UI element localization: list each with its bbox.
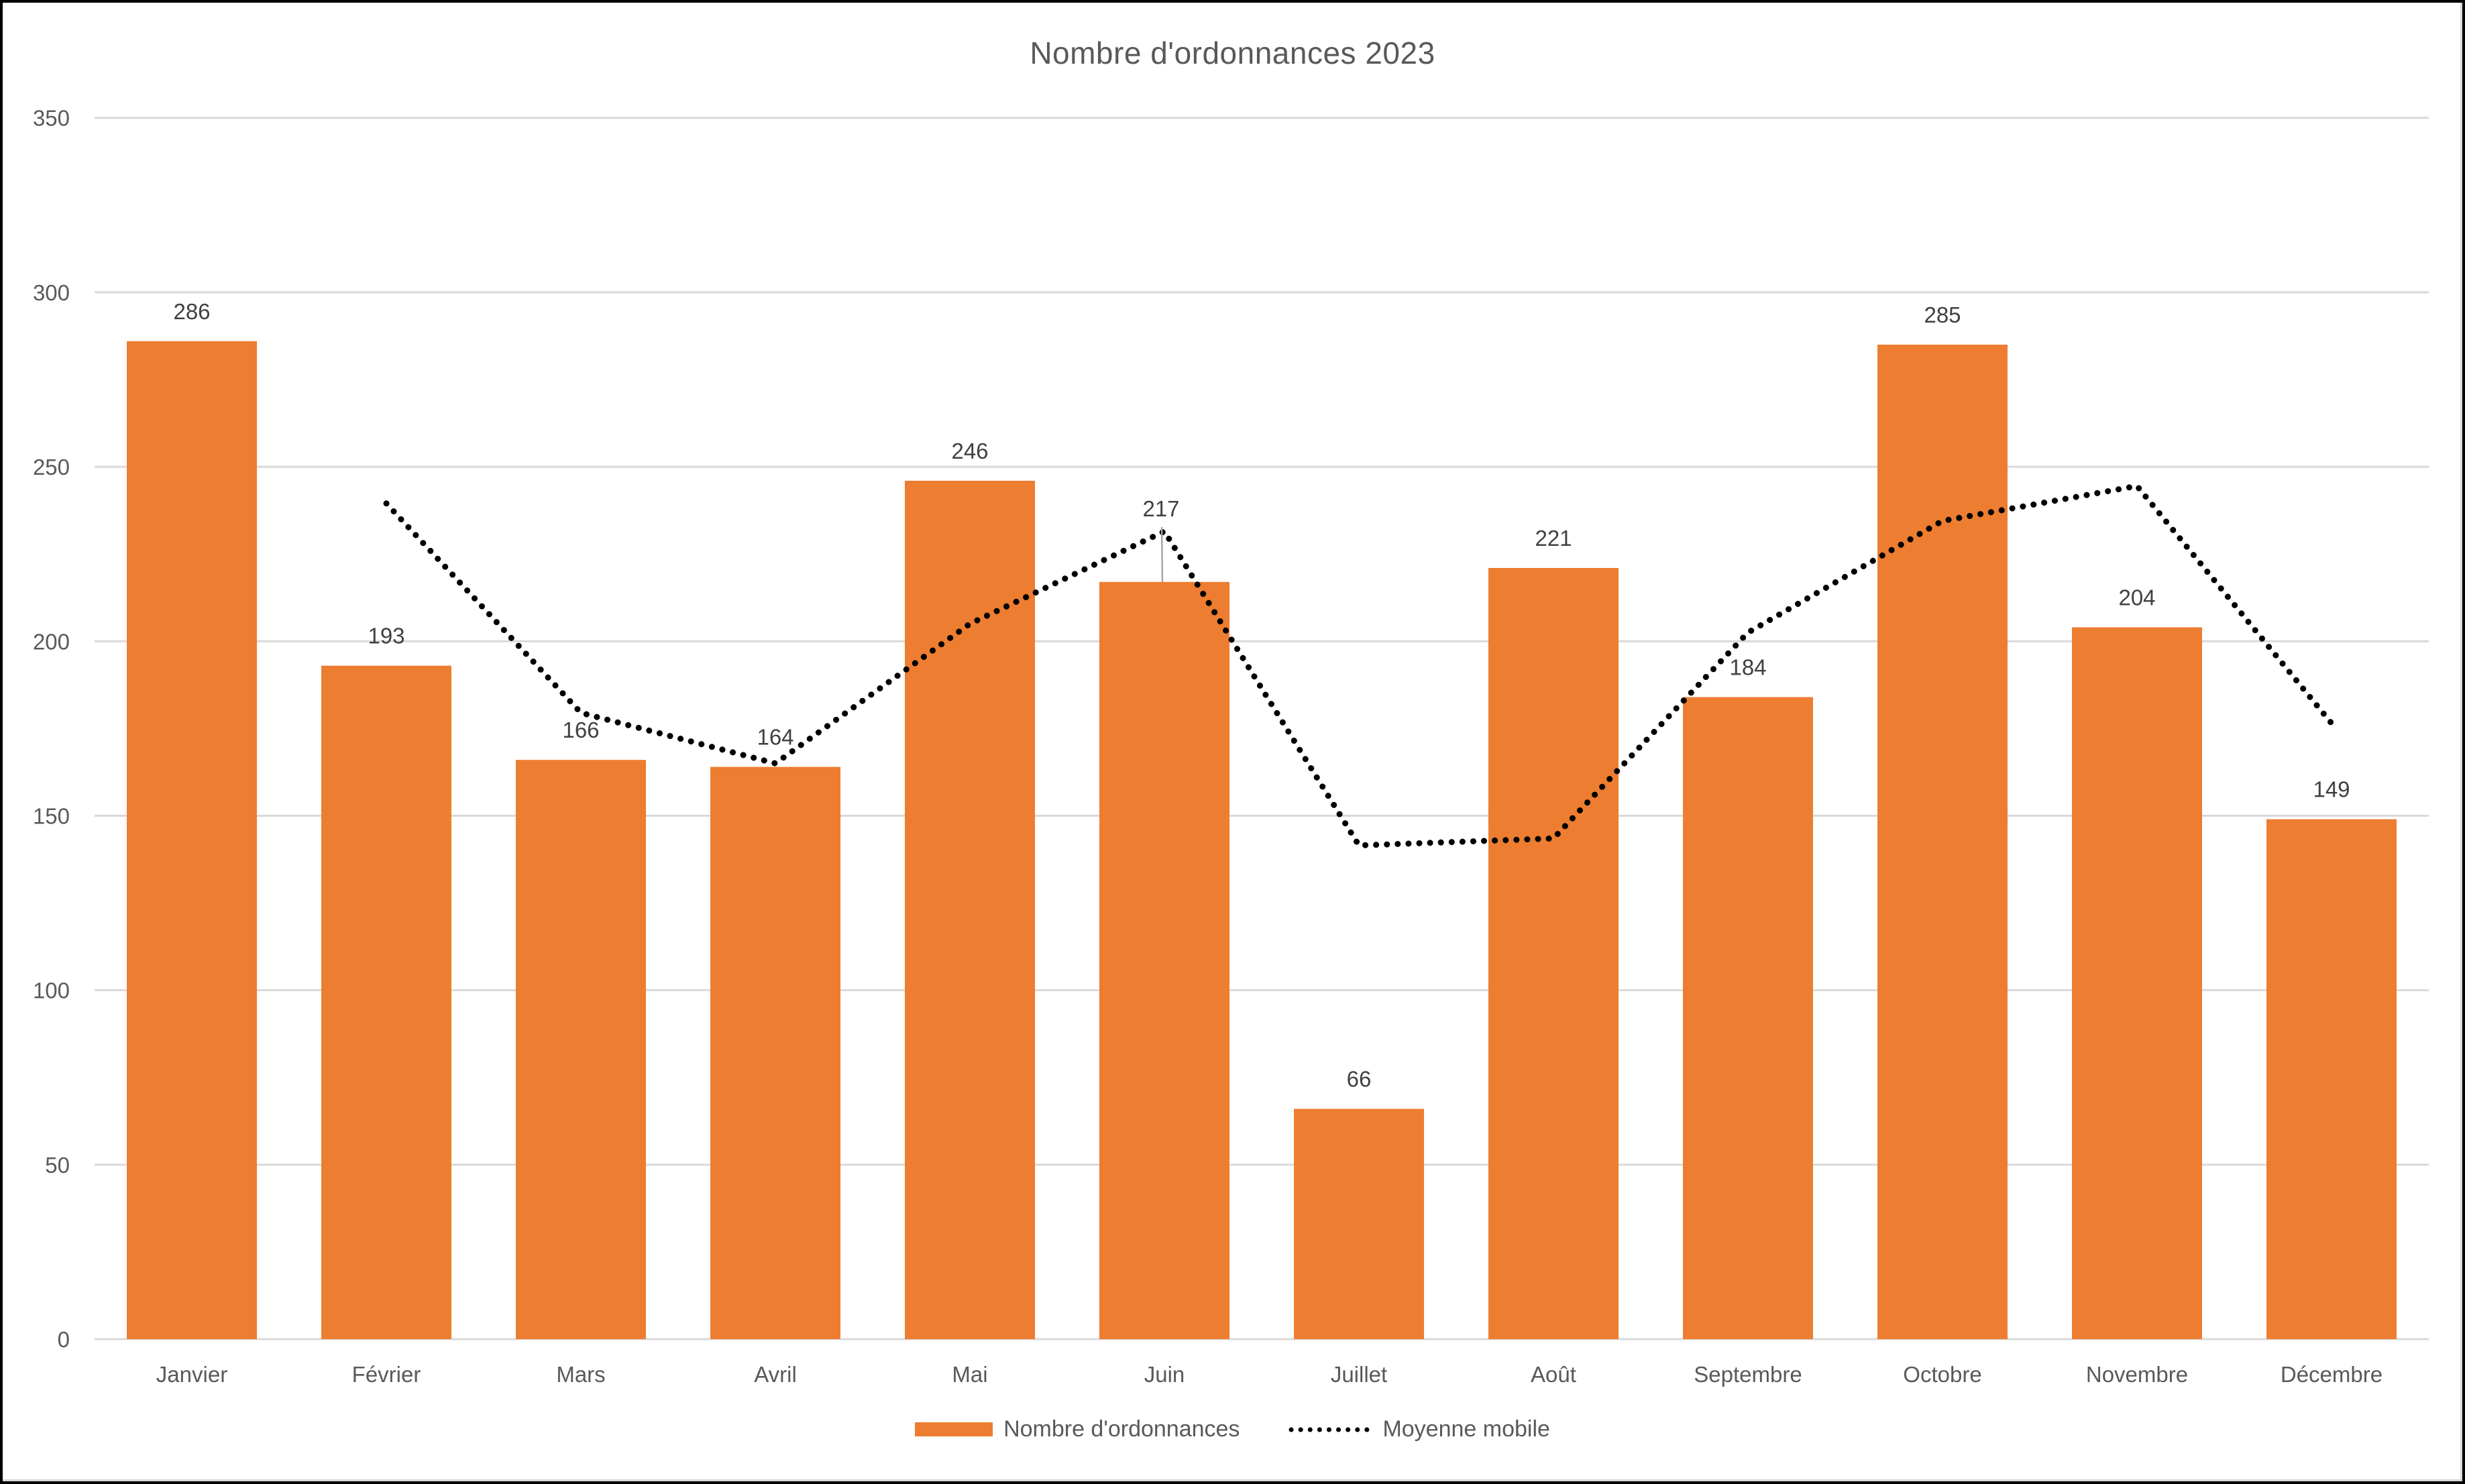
x-tick-label: Mai: [952, 1362, 987, 1387]
y-tick-label: 250: [33, 455, 70, 479]
bar-value-label: 286: [173, 299, 210, 324]
x-tick-label: Novembre: [2086, 1362, 2188, 1387]
bar: [2072, 627, 2202, 1339]
bar-value-label: 166: [562, 718, 599, 742]
bar: [1488, 568, 1619, 1339]
legend-label-line: Moyenne mobile: [1382, 1416, 1550, 1442]
bar-value-label: 66: [1347, 1067, 1372, 1092]
x-tick-label: Février: [352, 1362, 421, 1387]
bar-value-label: 221: [1535, 526, 1572, 551]
dotted-line-swatch-icon: [1289, 1427, 1372, 1432]
y-tick-label: 350: [33, 106, 70, 131]
x-tick-label: Décembre: [2281, 1362, 2382, 1387]
bar-value-label: 184: [1729, 655, 1766, 680]
bar-series-swatch-icon: [915, 1422, 993, 1436]
bar: [127, 341, 257, 1339]
moving-average-line: [383, 483, 2335, 849]
legend: Nombre d'ordonnances Moyenne mobile: [3, 1416, 2462, 1442]
bar-value-label: 164: [757, 725, 793, 750]
x-tick-label: Janvier: [156, 1362, 227, 1387]
legend-item-bars: Nombre d'ordonnances: [915, 1416, 1240, 1442]
bar: [710, 766, 840, 1339]
x-tick-label: Avril: [754, 1362, 797, 1387]
bar: [516, 760, 646, 1339]
bar-value-label: 193: [368, 624, 404, 648]
y-tick-label: 300: [33, 280, 70, 305]
x-tick-label: Mars: [556, 1362, 605, 1387]
plot-area: 0 50 100 150 200 250 300 350 Janvier Février Mars A…: [33, 106, 2429, 1387]
x-tick-label: Juin: [1144, 1362, 1185, 1387]
bar: [1683, 697, 1813, 1339]
bar: [1294, 1108, 1424, 1339]
y-tick-label: 200: [33, 629, 70, 654]
x-tick-label: Août: [1531, 1362, 1576, 1387]
bar: [1877, 344, 2008, 1339]
chart-title: Nombre d'ordonnances 2023: [1030, 36, 1435, 70]
y-tick-label: 150: [33, 803, 70, 828]
bar: [1099, 581, 1229, 1339]
bar-value-label: 217: [1142, 496, 1179, 521]
bar: [321, 665, 451, 1339]
x-tick-label: Juillet: [1331, 1362, 1387, 1387]
bar-value-label: 149: [2313, 777, 2350, 802]
y-tick-label: 0: [58, 1327, 70, 1352]
bar-value-label: 204: [2118, 585, 2155, 610]
legend-item-line: Moyenne mobile: [1288, 1416, 1550, 1442]
legend-label-bars: Nombre d'ordonnances: [1003, 1416, 1240, 1442]
y-tick-label: 50: [45, 1153, 70, 1178]
bar: [2266, 819, 2397, 1339]
bar: [905, 480, 1035, 1339]
bar-value-label: 246: [951, 439, 988, 463]
x-tick-label: Septembre: [1694, 1362, 1802, 1387]
y-tick-label: 100: [33, 978, 70, 1003]
bar-value-label: 285: [1924, 302, 1961, 327]
x-tick-label: Octobre: [1903, 1362, 1981, 1387]
